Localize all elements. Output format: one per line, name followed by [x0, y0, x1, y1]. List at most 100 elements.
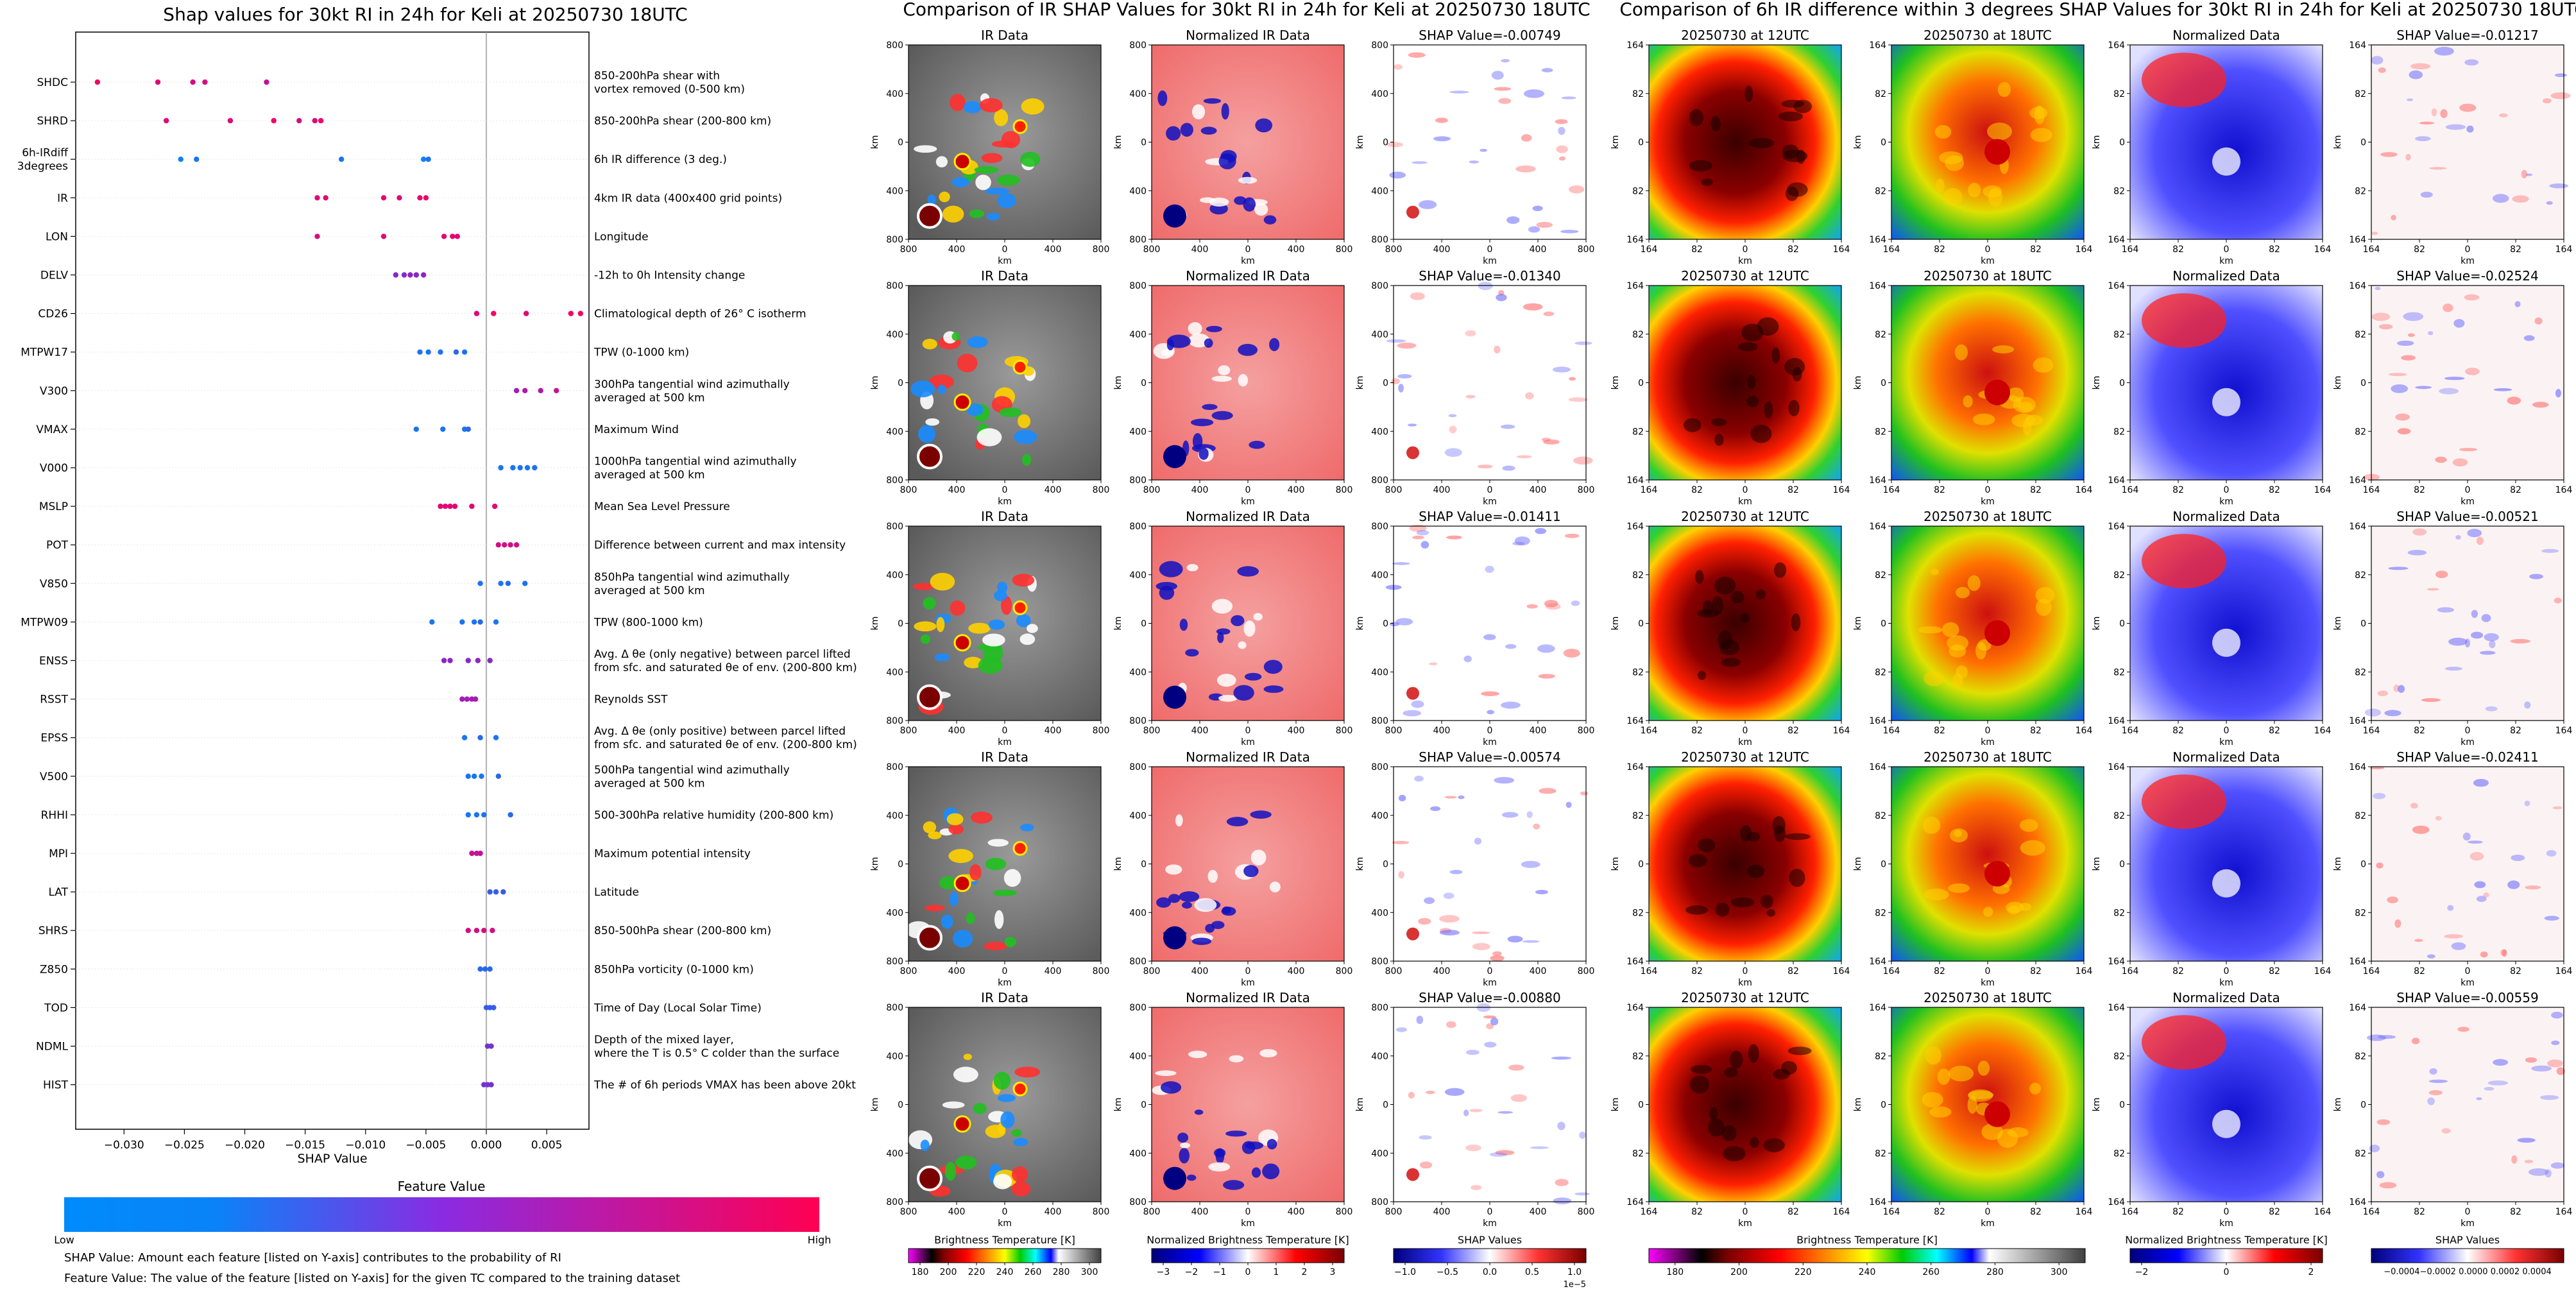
cloud-blob: [1165, 864, 1182, 875]
shap-blob: [2380, 151, 2398, 157]
panel-title: IR Data: [981, 268, 1028, 284]
cloud-blob: [1207, 869, 1218, 883]
y-axis-label: km: [1853, 617, 1863, 631]
cloud-blob: [951, 332, 960, 341]
y-tick-label: 0: [1638, 619, 1644, 629]
x-tick-label: 164: [2314, 485, 2332, 495]
feature-label: LAT: [48, 886, 68, 899]
feature-description: averaged at 500 km: [594, 391, 705, 404]
cloud-blob: [1748, 137, 1775, 149]
feature-row: POT Difference between current and max in…: [46, 539, 846, 552]
colorbar-tick-label: 260: [1922, 1267, 1940, 1277]
feature-label: MSLP: [39, 500, 68, 513]
y-tick-label: 800: [886, 716, 903, 726]
cloud-blob: [1179, 619, 1188, 631]
x-tick-label: 800: [1093, 485, 1110, 495]
map-image: [2371, 45, 2564, 239]
colorbar-title: Normalized Brightness Temperature [K]: [1147, 1234, 1349, 1246]
feature-row: V300 300hPa tangential wind azimuthallyav…: [40, 378, 790, 404]
y-tick-label: 82: [2113, 330, 2125, 340]
x-tick-label: 82: [2510, 1207, 2521, 1217]
shap-blob: [1535, 528, 1546, 534]
map-image: [1649, 767, 1841, 961]
x-tick-label: 0: [1743, 726, 1748, 736]
shap-point: [420, 272, 427, 278]
feature-row: V500 500hPa tangential wind azimuthallyav…: [40, 764, 790, 790]
y-tick-label: 0: [2360, 379, 2366, 389]
cloud-blob: [1721, 658, 1741, 667]
shap-point: [522, 581, 528, 586]
cloud-blob: [1155, 1070, 1177, 1077]
shap-blob: [2464, 638, 2471, 648]
x-tick-label: 800: [1578, 966, 1595, 977]
map-image: [1152, 767, 1344, 961]
storm-core: [2212, 147, 2240, 176]
colorbar-tick-label: 180: [912, 1267, 929, 1277]
x-tick-label: 82: [1691, 966, 1703, 977]
y-tick-label: 0: [898, 619, 903, 629]
y-tick-label: 400: [1129, 1148, 1147, 1159]
colorbar: SHAP Values −0.0004−0.0002 0.0000 0.0002 …: [2371, 1234, 2564, 1277]
x-tick-label: 400: [1045, 244, 1062, 255]
shap-blob: [2485, 706, 2498, 712]
shap-blob: [1557, 1122, 1565, 1131]
cloud-blob: [1014, 1066, 1041, 1078]
storm-core: [917, 203, 943, 229]
panel-title: SHAP Value=-0.00574: [1419, 749, 1560, 765]
shap-blob: [2554, 597, 2562, 604]
shap-blob: [2391, 214, 2396, 221]
cloud-blob: [1188, 1050, 1207, 1059]
shap-blob: [1386, 142, 1403, 148]
x-tick-label: 82: [1787, 244, 1799, 255]
map-image: [2371, 1007, 2564, 1202]
cloud-blob: [1238, 343, 1258, 356]
shap-blob: [1408, 52, 1426, 58]
shap-blob: [1393, 64, 1403, 70]
panel-title: SHAP Value=-0.00559: [2396, 990, 2538, 1005]
y-tick-label: 400: [1371, 811, 1388, 821]
cloud-blob: [1018, 414, 1031, 429]
y-tick-label: 400: [886, 1148, 903, 1159]
cloud-blob: [1773, 1068, 1790, 1080]
storm-core: [1012, 119, 1028, 134]
y-tick-label: 164: [2349, 716, 2366, 726]
x-tick-label: 82: [1691, 485, 1703, 495]
x-tick-label: 0: [1002, 244, 1008, 255]
shap-blob: [1408, 423, 1417, 427]
shap-blob: [1508, 1064, 1524, 1071]
y-axis-label: km: [1355, 1098, 1365, 1112]
shap-point: [473, 812, 480, 818]
shap-blob: [1398, 794, 1406, 802]
shap-blob: [2529, 574, 2543, 579]
shap-point: [380, 234, 387, 239]
y-tick-label: 0: [1383, 619, 1388, 629]
y-tick-label: 0: [1383, 860, 1388, 870]
cloud-blob: [1001, 595, 1012, 615]
shap-point: [413, 272, 420, 278]
shap-blob: [2412, 528, 2427, 536]
cloud-blob: [1243, 865, 1259, 878]
x-tick-label: 0: [1985, 726, 1991, 736]
storm-core: [1163, 926, 1186, 950]
cloud-blob: [985, 857, 1007, 871]
colorbar-tick-label: 2: [2308, 1267, 2314, 1277]
shap-chart-title: Shap values for 30kt RI in 24h for Keli …: [163, 4, 687, 25]
shap-blob: [2467, 529, 2482, 538]
feature-value-colorbar: [64, 1197, 819, 1232]
y-tick-label: 82: [1632, 330, 1644, 340]
cloud-blob: [1683, 418, 1702, 432]
shap-point: [314, 234, 320, 239]
y-tick-label: 164: [2108, 235, 2125, 245]
cloud-blob: [1011, 1166, 1028, 1183]
shap-blob: [1543, 311, 1555, 316]
cloud-blob: [1238, 641, 1247, 649]
feature-row: MPI Maximum potential intensity: [49, 848, 751, 860]
shap-blob: [1494, 776, 1515, 784]
y-axis-label: km: [1610, 135, 1621, 149]
map-image: [1891, 286, 2084, 480]
shap-point: [413, 426, 420, 432]
y-axis-label: km: [1853, 376, 1863, 390]
shap-blob: [1439, 915, 1460, 923]
